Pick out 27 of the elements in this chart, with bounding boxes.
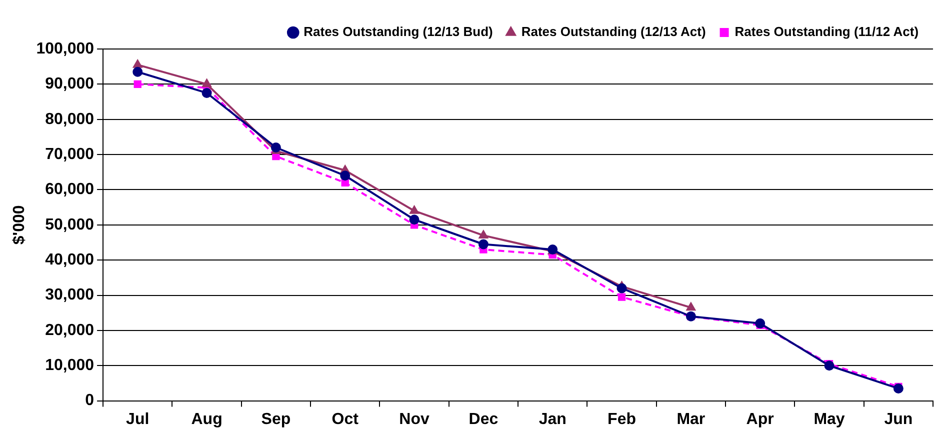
x-tick-label: Jan	[538, 410, 566, 428]
x-tick-label: Mar	[676, 410, 706, 428]
x-tick-label: Feb	[608, 410, 636, 428]
y-tick-label: 40,000	[45, 251, 94, 268]
y-tick-label: 0	[85, 392, 94, 410]
x-tick-label: May	[814, 410, 845, 428]
x-tick-label: Sep	[261, 410, 291, 428]
x-tick-label: Apr	[746, 410, 774, 428]
x-tick-label: Aug	[191, 410, 222, 428]
x-tick-label: Jul	[126, 410, 150, 428]
x-tick-label: Jun	[884, 410, 913, 428]
legend-label: Rates Outstanding (12/13 Act)	[521, 24, 706, 40]
y-tick-label: 10,000	[45, 357, 94, 374]
x-tick-label: Oct	[332, 410, 360, 428]
y-tick-label: 90,000	[45, 76, 94, 93]
legend-label: Rates Outstanding (11/12 Act)	[734, 24, 919, 40]
y-tick-label: 30,000	[45, 286, 94, 304]
y-tick-label: 50,000	[45, 216, 94, 234]
x-tick-label: Dec	[468, 410, 498, 428]
y-tick-label: 70,000	[45, 146, 94, 163]
y-tick-label: 60,000	[45, 181, 94, 198]
y-tick-label: 100,000	[36, 40, 94, 58]
x-tick-label: Nov	[399, 410, 430, 428]
y-axis-title: $'000	[11, 205, 28, 245]
y-tick-label: 80,000	[45, 110, 94, 128]
legend-label: Rates Outstanding (12/13 Bud)	[304, 24, 493, 40]
y-tick-label: 20,000	[45, 322, 94, 339]
